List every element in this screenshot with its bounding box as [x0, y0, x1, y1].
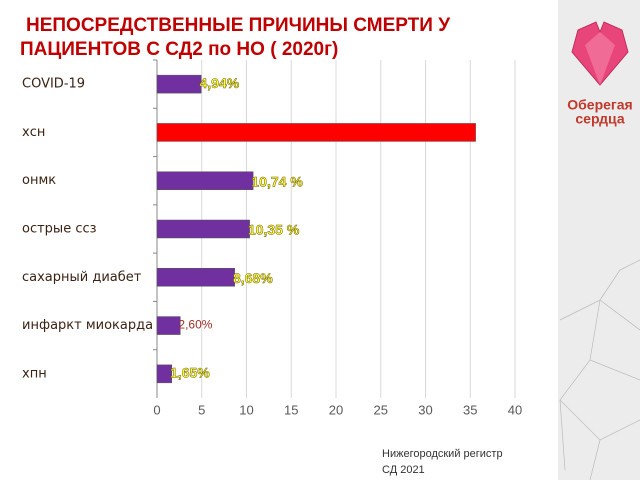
x-tick-label: 25 [374, 402, 388, 417]
chart-title: ПАЦИЕНТОВ С СД2 по НО ( 2020г) [20, 39, 338, 60]
bar [156, 268, 235, 287]
x-tick-label: 5 [198, 402, 205, 417]
y-tick-label: инфаркт миокарда [22, 318, 153, 333]
x-tick-label: 30 [418, 402, 432, 417]
bar [156, 364, 173, 384]
x-tick-label: 0 [153, 402, 160, 417]
network-decoration [559, 259, 640, 480]
value-label: 10,35 % [248, 222, 300, 238]
y-tick-label: сахарный диабет [22, 270, 142, 285]
x-tick-label: 35 [463, 402, 477, 417]
x-tick-label: 20 [329, 402, 343, 417]
bar [156, 219, 250, 239]
logo-text: Оберегая [567, 97, 632, 113]
value-label: 8,68% [233, 270, 273, 286]
bar [156, 171, 254, 190]
value-label: 4,94% [199, 75, 239, 91]
value-label: 2,60% [178, 318, 212, 332]
footnote: Нижегородский регистр [382, 448, 503, 460]
x-tick-label: 15 [284, 402, 298, 417]
y-tick-label: COVID-19 [22, 77, 85, 92]
footnote: СД 2021 [382, 464, 425, 476]
heart-logo [571, 21, 629, 86]
x-tick-label: 40 [508, 402, 522, 417]
chart-title: НЕПОСРЕДСТВЕННЫЕ ПРИЧИНЫ СМЕРТИ У [26, 15, 450, 36]
y-tick-label: хпн [22, 366, 47, 381]
value-label: 10,74 % [251, 173, 303, 189]
y-tick-label: острые ссз [22, 222, 97, 237]
x-tick-label: 10 [239, 402, 253, 417]
bar [156, 74, 202, 94]
y-tick-label: онмк [22, 173, 56, 188]
bar [156, 316, 181, 335]
logo-text: сердца [575, 111, 624, 127]
value-label: 1,65% [170, 365, 210, 381]
y-tick-label: хсн [22, 125, 45, 140]
bar [156, 123, 476, 142]
